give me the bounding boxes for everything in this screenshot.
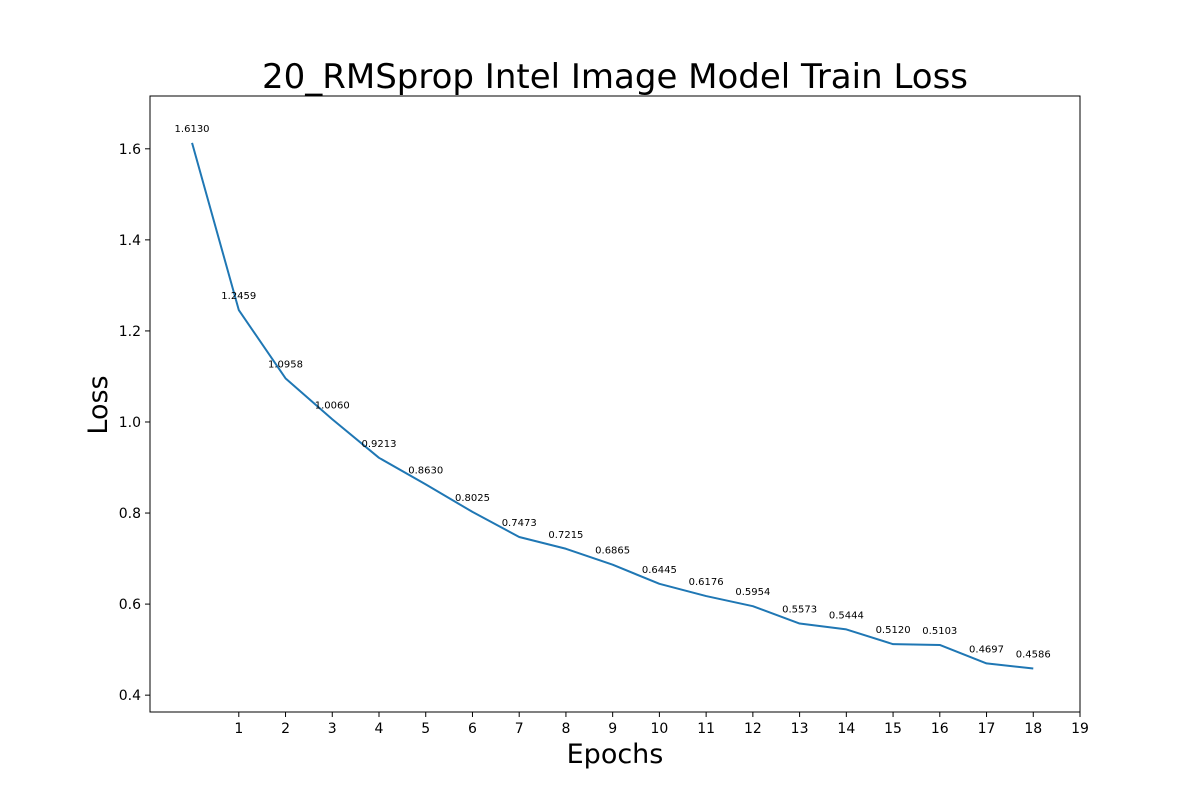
x-tick-label: 7 (515, 721, 524, 737)
data-label: 1.0958 (268, 359, 303, 370)
x-tick-label: 6 (468, 721, 477, 737)
x-tick-label: 12 (744, 721, 762, 737)
y-tick-label: 0.8 (119, 506, 141, 522)
data-label: 0.5573 (782, 605, 817, 616)
x-tick-label: 13 (791, 721, 809, 737)
x-tick-label: 10 (650, 721, 668, 737)
x-axis-label: Epochs (567, 739, 664, 770)
data-label: 0.7215 (548, 530, 583, 541)
data-label: 0.5444 (829, 610, 864, 621)
x-tick-label: 1 (234, 721, 243, 737)
data-label: 0.4697 (969, 644, 1004, 655)
x-tick-label: 11 (697, 721, 715, 737)
data-label: 0.6865 (595, 546, 630, 557)
data-label: 0.4586 (1016, 649, 1051, 660)
data-label: 0.8025 (455, 493, 490, 504)
data-label: 1.2459 (221, 291, 256, 302)
data-label: 0.9213 (361, 439, 396, 450)
data-label: 1.6130 (175, 124, 210, 135)
data-label: 0.8630 (408, 465, 443, 476)
data-label: 0.7473 (502, 518, 537, 529)
data-label: 0.5954 (735, 587, 770, 598)
y-tick-label: 0.4 (119, 688, 141, 704)
x-tick-label: 9 (608, 721, 617, 737)
data-label: 0.6445 (642, 565, 677, 576)
x-tick-label: 19 (1071, 721, 1089, 737)
y-axis-label: Loss (83, 375, 114, 434)
plot-frame (149, 95, 1081, 713)
plot-area: 1 2 3 4 5 6 7 8 9 10 11 12 13 14 15 16 17 18 190.40.60.81.… (119, 95, 1089, 737)
y-tick-label: 1.4 (119, 233, 141, 249)
x-tick-label: 4 (375, 721, 384, 737)
x-tick-label: 2 (281, 721, 290, 737)
data-label: 0.5103 (922, 626, 957, 637)
y-tick-label: 1.0 (119, 415, 141, 431)
x-tick-label: 14 (837, 721, 855, 737)
y-tick-label: 0.6 (119, 597, 141, 613)
chart-title: 20_RMSprop Intel Image Model Train Loss (262, 57, 968, 97)
x-tick-label: 3 (328, 721, 337, 737)
y-tick-label: 1.6 (119, 142, 141, 158)
y-tick-label: 1.2 (119, 324, 141, 340)
x-tick-label: 8 (561, 721, 570, 737)
data-label: 0.6176 (689, 577, 724, 588)
data-label: 1.0060 (315, 400, 350, 411)
x-tick-label: 5 (421, 721, 430, 737)
x-tick-label: 15 (884, 721, 902, 737)
data-label: 0.5120 (876, 625, 911, 636)
x-tick-label: 16 (931, 721, 949, 737)
x-tick-label: 18 (1024, 721, 1042, 737)
x-tick-label: 17 (978, 721, 996, 737)
